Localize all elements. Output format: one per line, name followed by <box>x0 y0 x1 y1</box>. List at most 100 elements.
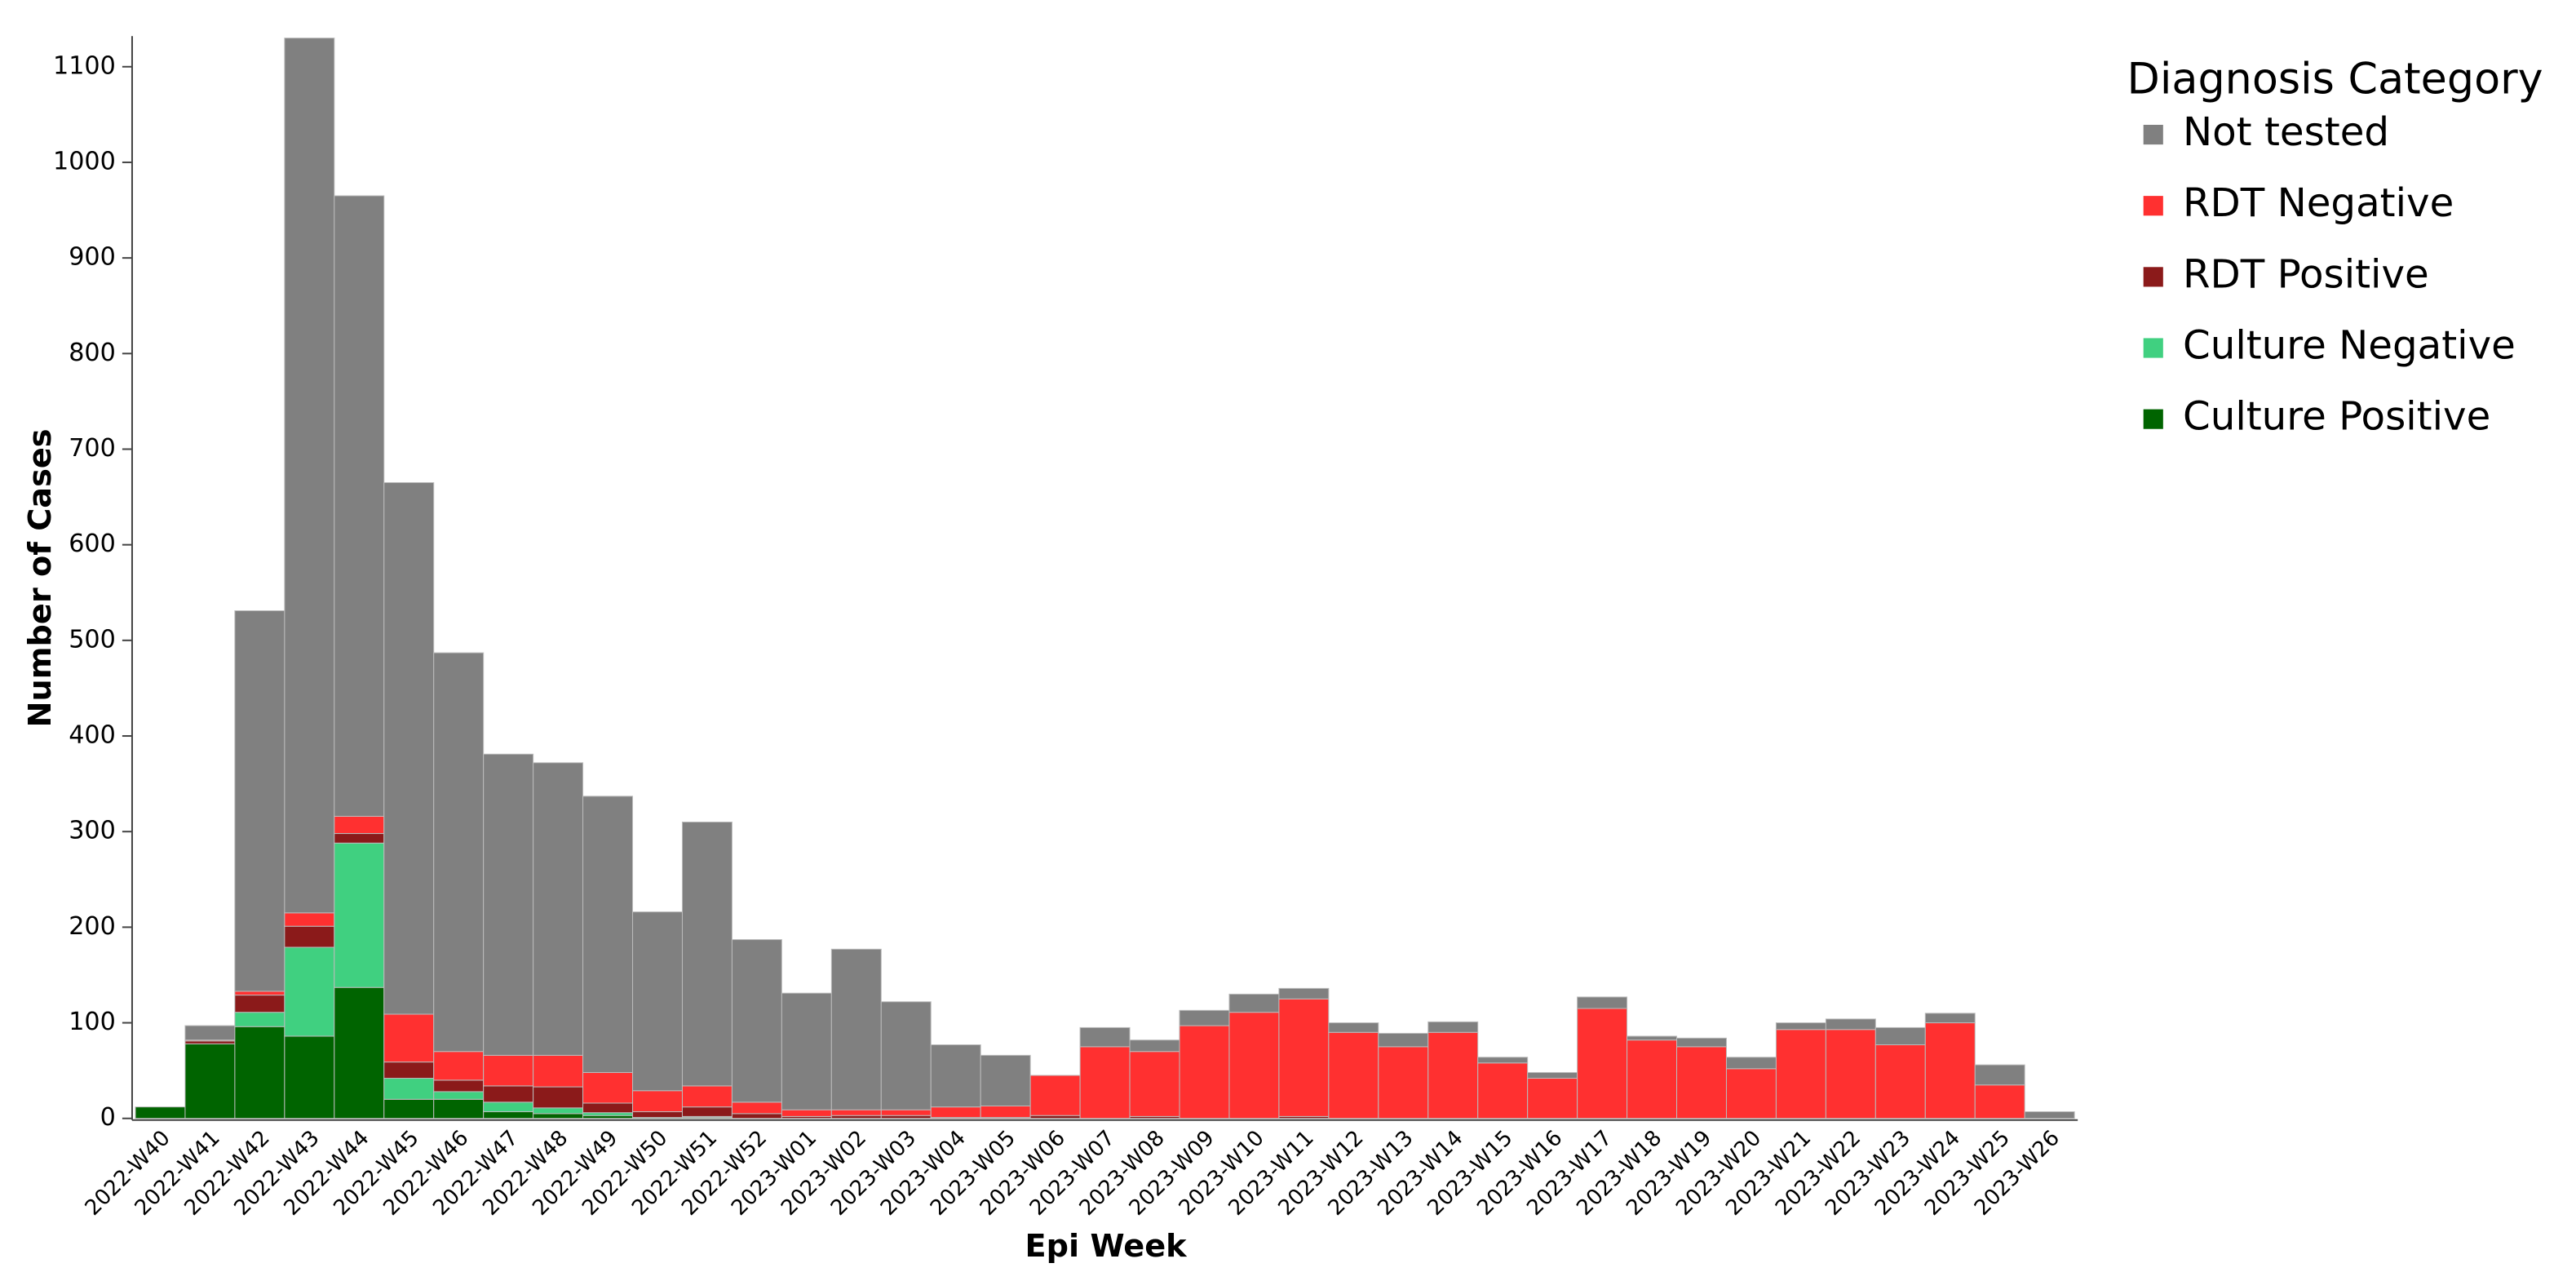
bar-segment <box>433 1079 485 1093</box>
bar-segment <box>1577 1008 1628 1119</box>
bar-segment <box>1775 1022 1826 1031</box>
bar-segment <box>582 1071 634 1104</box>
bar-segment <box>1725 1068 1777 1119</box>
bar-segment <box>483 753 534 1056</box>
bar-segment <box>135 1106 186 1119</box>
legend-label: Culture Negative <box>2183 323 2516 369</box>
legend-label: RDT Negative <box>2183 180 2454 226</box>
bar-segment <box>234 995 285 1013</box>
bar-segment <box>433 1091 485 1100</box>
bar-segment <box>184 1043 236 1119</box>
bar-segment <box>930 1044 981 1108</box>
bar-segment <box>582 1112 634 1116</box>
bar-segment <box>383 481 435 1015</box>
bar-segment <box>284 38 335 914</box>
bar-segment <box>1278 998 1330 1117</box>
bar-segment <box>880 1115 932 1119</box>
bar-segment <box>1527 1078 1578 1119</box>
bar-segment <box>383 1098 435 1119</box>
bar-segment <box>1328 1022 1379 1033</box>
bar-segment <box>383 1062 435 1079</box>
y-axis-title: Number of Cases <box>23 428 59 727</box>
bar-segment <box>533 1054 584 1088</box>
bar-segment <box>632 911 683 1092</box>
legend-label: Not tested <box>2183 109 2389 155</box>
bar-segment <box>1775 1029 1826 1119</box>
bar-segment <box>1874 1044 1926 1119</box>
bar-segment <box>681 1085 733 1108</box>
y-tick-label: 500 <box>69 625 116 654</box>
bar-segment <box>284 912 335 927</box>
bar-segment <box>334 986 385 1119</box>
bar-segment <box>483 1101 534 1113</box>
bar-segment <box>2024 1111 2075 1119</box>
legend-label: Culture Positive <box>2183 394 2490 440</box>
bar-segment <box>1079 1026 1131 1048</box>
bar-segment <box>1577 996 1628 1009</box>
bar-segment <box>880 1109 932 1116</box>
bar-segment <box>830 1115 882 1119</box>
bar-segment <box>1378 1046 1429 1119</box>
legend-swatch <box>2143 338 2163 358</box>
bar-segment <box>1974 1064 2025 1086</box>
bar-segment <box>1527 1071 1578 1079</box>
bar-segment <box>433 652 485 1053</box>
bar-segment <box>1725 1057 1777 1070</box>
bar-segment <box>1627 1035 1678 1041</box>
bar-segment <box>1825 1029 1876 1119</box>
bar-segment <box>1228 1012 1280 1119</box>
bar-segment <box>284 1035 335 1119</box>
bar-segment <box>681 1106 733 1117</box>
bar-segment <box>533 762 584 1056</box>
legend-swatch <box>2143 267 2163 287</box>
bar-segment <box>1676 1046 1727 1119</box>
bar-segment <box>681 821 733 1087</box>
bar-segment <box>1874 1026 1926 1046</box>
y-tick-label: 1000 <box>53 147 116 175</box>
bar-segment <box>1029 1075 1081 1116</box>
bar-segment <box>334 195 385 817</box>
legend-swatch <box>2143 409 2163 429</box>
bar-segment <box>781 1109 832 1117</box>
legend-title: Diagnosis Category <box>2127 55 2543 104</box>
y-tick-label: 600 <box>69 530 116 558</box>
bar-segment <box>1974 1084 2025 1119</box>
bar-segment <box>980 1105 1031 1119</box>
legend-swatch <box>2143 196 2163 216</box>
bar-segment <box>1179 1025 1230 1119</box>
bar-segment <box>383 1013 435 1063</box>
bar-segment <box>483 1085 534 1103</box>
bar-segment <box>1129 1051 1180 1117</box>
x-axis-title: Epi Week <box>1025 1229 1188 1265</box>
bar-segment <box>1179 1009 1230 1026</box>
bar-segment <box>234 991 285 996</box>
bar-segment <box>334 815 385 835</box>
bar-segment <box>1129 1039 1180 1053</box>
bar-segment <box>1427 1031 1479 1119</box>
bar-segment <box>930 1106 981 1119</box>
y-tick-label: 0 <box>100 1103 116 1132</box>
y-tick-label: 200 <box>69 912 116 941</box>
bar-segment <box>234 610 285 992</box>
bar-segment <box>533 1107 584 1115</box>
bar-segment <box>1676 1037 1727 1048</box>
bar-segment <box>1427 1021 1479 1033</box>
bar-segment <box>830 1109 882 1116</box>
bar-segment <box>731 1101 782 1115</box>
bar-segment <box>582 1102 634 1114</box>
bar-segment <box>1477 1062 1529 1119</box>
bar-segment <box>1328 1031 1379 1119</box>
bar-segment <box>383 1078 435 1100</box>
y-tick-label: 800 <box>69 339 116 367</box>
bar-segment <box>632 1111 683 1119</box>
bar-segment <box>334 833 385 844</box>
bar-segment <box>1079 1046 1131 1119</box>
bar-segment <box>880 1001 932 1110</box>
bar-segment <box>184 1025 236 1041</box>
bar-segment <box>830 948 882 1110</box>
bar-segment <box>582 1115 634 1119</box>
bar-segment <box>731 1113 782 1119</box>
bar-segment <box>632 1090 683 1113</box>
